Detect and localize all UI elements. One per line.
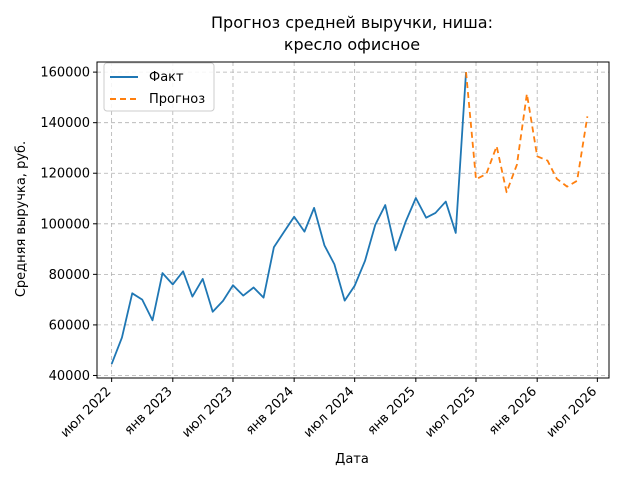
grid	[97, 62, 609, 378]
legend-label-fact: Факт	[149, 70, 184, 85]
series-line-forecast	[465, 72, 589, 194]
y-tick-label: 140000	[40, 116, 90, 131]
x-axis-label: Дата	[335, 452, 369, 467]
chart-title-line-2: кресло офисное	[284, 35, 420, 54]
y-axis-label: Средняя выручка, руб.	[14, 141, 29, 297]
y-tick-label: 120000	[40, 167, 90, 182]
series-layer	[110, 72, 589, 365]
legend: Факт Прогноз	[103, 62, 215, 112]
y-tick-label: 100000	[40, 217, 90, 232]
plot-frame	[96, 61, 610, 379]
chart-title-line-1: Прогноз средней выручки, ниша:	[211, 13, 493, 32]
y-tick-label: 160000	[40, 66, 90, 81]
legend-label-forecast: Прогноз	[149, 92, 205, 107]
y-ticks: 40000 60000 80000 100000 120000 140000 160000	[40, 66, 97, 384]
y-tick-label: 80000	[49, 268, 90, 283]
series-line-fact	[110, 72, 467, 365]
y-tick-label: 60000	[49, 318, 90, 333]
y-tick-label: 40000	[49, 369, 90, 384]
